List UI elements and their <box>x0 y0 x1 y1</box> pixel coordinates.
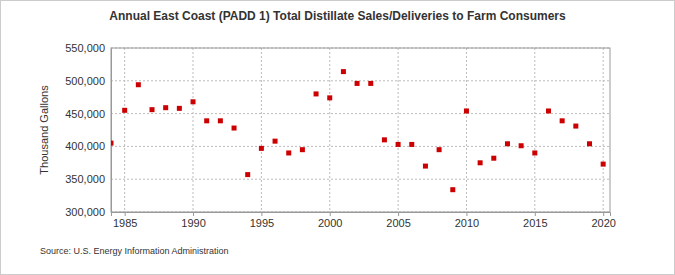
point <box>601 162 606 167</box>
point <box>464 108 469 113</box>
tick: 450,000 <box>65 108 111 120</box>
axis-line <box>112 213 611 217</box>
grid-line <box>111 179 610 180</box>
grid-line <box>193 48 194 212</box>
tick-mark <box>261 212 262 216</box>
point <box>177 106 182 111</box>
tick: 1995 <box>250 212 274 229</box>
plot: 19851990199520002005201020152020300,0003… <box>65 42 616 229</box>
grid <box>111 48 610 212</box>
grid-line <box>603 48 604 212</box>
grid-line <box>534 48 535 212</box>
point <box>122 108 127 113</box>
tick: 550,000 <box>65 42 111 54</box>
grid-line <box>398 48 399 212</box>
point <box>396 142 401 147</box>
grid-line <box>466 48 467 212</box>
tick-label: 2015 <box>523 217 547 229</box>
grid-line <box>111 146 610 147</box>
point <box>505 141 510 146</box>
point <box>286 150 291 155</box>
tick: 2015 <box>523 212 547 229</box>
plot-frame <box>111 48 610 212</box>
point <box>382 137 387 142</box>
grid-line <box>329 48 330 212</box>
tick-label: 400,000 <box>65 140 105 152</box>
tick: 350,000 <box>65 173 111 185</box>
point <box>273 139 278 144</box>
point <box>341 69 346 74</box>
point <box>573 124 578 129</box>
x-axis: 1985 1990 1995 2000 2005 2010 2015 2020 <box>112 212 616 229</box>
point <box>163 105 168 110</box>
y-axis: 300,000 350,000 400,000 450,000 500,000 550,0… <box>65 42 111 218</box>
tick: 500,000 <box>65 75 111 87</box>
point <box>204 118 209 123</box>
tick: 400,000 <box>65 140 111 152</box>
tick-label: 300,000 <box>65 206 105 218</box>
point <box>150 107 155 112</box>
point <box>245 172 250 177</box>
point <box>409 142 414 147</box>
tick: 300,000 <box>65 206 111 218</box>
point <box>327 95 332 100</box>
tick: 2010 <box>455 212 479 229</box>
point <box>437 147 442 152</box>
tick-mark <box>193 212 194 216</box>
point <box>314 91 319 96</box>
tick-label: 1995 <box>250 217 274 229</box>
tick: 2000 <box>318 212 342 229</box>
point <box>423 164 428 169</box>
tick-mark <box>603 212 604 216</box>
point <box>546 108 551 113</box>
tick-label: 1990 <box>181 217 205 229</box>
grid-line <box>261 48 262 212</box>
point <box>560 118 565 123</box>
tick: 1990 <box>181 212 205 229</box>
point <box>368 81 373 86</box>
tick-mark <box>330 212 331 216</box>
point <box>355 81 360 86</box>
tick: 2020 <box>591 212 615 229</box>
point <box>300 147 305 152</box>
point <box>532 150 537 155</box>
point <box>450 187 455 192</box>
source: Source: U.S. Energy Information Administ… <box>40 246 229 256</box>
tick-mark <box>466 212 467 216</box>
point <box>587 141 592 146</box>
points <box>111 69 606 192</box>
tick: 2005 <box>386 212 410 229</box>
tick-mark <box>398 212 399 216</box>
chart: 19851990199520002005201020152020300,0003… <box>0 0 675 275</box>
background <box>1 1 675 275</box>
y-axis-title: Thousand Gallons <box>38 85 50 175</box>
point <box>519 143 524 148</box>
point <box>232 126 237 131</box>
tick-mark <box>535 212 536 216</box>
point <box>259 146 264 151</box>
point <box>191 99 196 104</box>
title: Annual East Coast (PADD 1) Total Distill… <box>109 9 566 23</box>
tick-label: 2020 <box>591 217 615 229</box>
tick-label: 450,000 <box>65 108 105 120</box>
tick-label: 2010 <box>455 217 479 229</box>
point <box>218 118 223 123</box>
tick-label: 350,000 <box>65 173 105 185</box>
tick-label: 2005 <box>386 217 410 229</box>
tick-label: 550,000 <box>65 42 105 54</box>
grid-line <box>124 48 125 212</box>
tick: 1985 <box>113 212 137 229</box>
point <box>111 141 114 146</box>
tick-label: 1985 <box>113 217 137 229</box>
point <box>491 156 496 161</box>
axis-line <box>111 49 112 213</box>
tick-label: 2000 <box>318 217 342 229</box>
point <box>478 160 483 165</box>
tick-mark <box>125 212 126 216</box>
tick-label: 500,000 <box>65 75 105 87</box>
point <box>136 82 141 87</box>
